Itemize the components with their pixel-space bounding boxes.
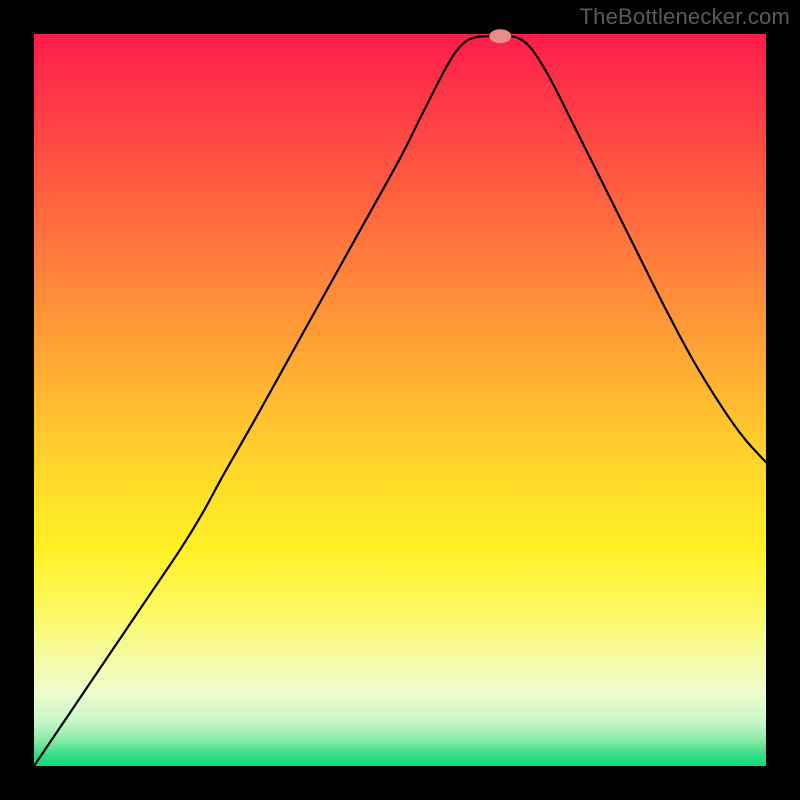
watermark-text: TheBottlenecker.com: [580, 4, 790, 30]
plot-area: [34, 34, 766, 766]
optimum-marker: [489, 29, 511, 43]
chart-container: TheBottlenecker.com: [0, 0, 800, 800]
bottleneck-chart: [0, 0, 800, 800]
